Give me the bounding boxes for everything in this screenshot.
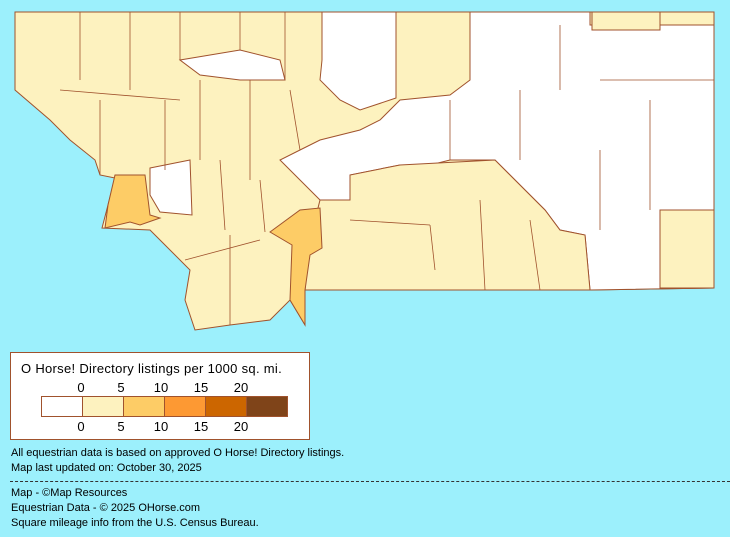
legend-swatch-0: [42, 397, 83, 416]
county-gallatin: [269, 207, 323, 327]
legend-bottom-tick: 5: [117, 419, 125, 434]
legend-top-tick: 5: [117, 380, 125, 395]
county-yellow-northeast: [591, 11, 661, 31]
census-credit: Square mileage info from the U.S. Census…: [11, 517, 259, 529]
legend-color-bar: [41, 396, 288, 417]
legend-top-tick: 10: [153, 380, 169, 395]
divider: [10, 481, 730, 482]
county-yellow-east: [659, 209, 715, 289]
legend-top-tick: 0: [77, 380, 85, 395]
legend-swatch-5-10: [124, 397, 165, 416]
montana-county-map: [14, 11, 715, 331]
legend: O Horse! Directory listings per 1000 sq.…: [10, 352, 310, 440]
legend-top-tick: 15: [193, 380, 209, 395]
legend-swatch-15-20: [206, 397, 247, 416]
data-credit: Equestrian Data - © 2025 OHorse.com: [11, 502, 201, 514]
map-credit: Map - ©Map Resources: [11, 487, 128, 499]
legend-swatch-10-15: [165, 397, 206, 416]
county-zero-north: [319, 11, 397, 111]
county-borders: [59, 12, 714, 325]
county-zero-west: [149, 159, 193, 216]
county-ravalli: [104, 174, 162, 229]
legend-bottom-tick: 0: [77, 419, 85, 434]
legend-bottom-tick: 15: [193, 419, 209, 434]
legend-swatch-0-5: [83, 397, 124, 416]
legend-title: O Horse! Directory listings per 1000 sq.…: [21, 361, 283, 376]
legend-bottom-tick: 20: [233, 419, 249, 434]
legend-bottom-tick: 10: [153, 419, 169, 434]
update-note: Map last updated on: October 30, 2025: [11, 462, 202, 474]
legend-top-tick: 20: [233, 380, 249, 395]
legend-swatch-20-plus: [247, 397, 287, 416]
data-note: All equestrian data is based on approved…: [11, 447, 345, 459]
